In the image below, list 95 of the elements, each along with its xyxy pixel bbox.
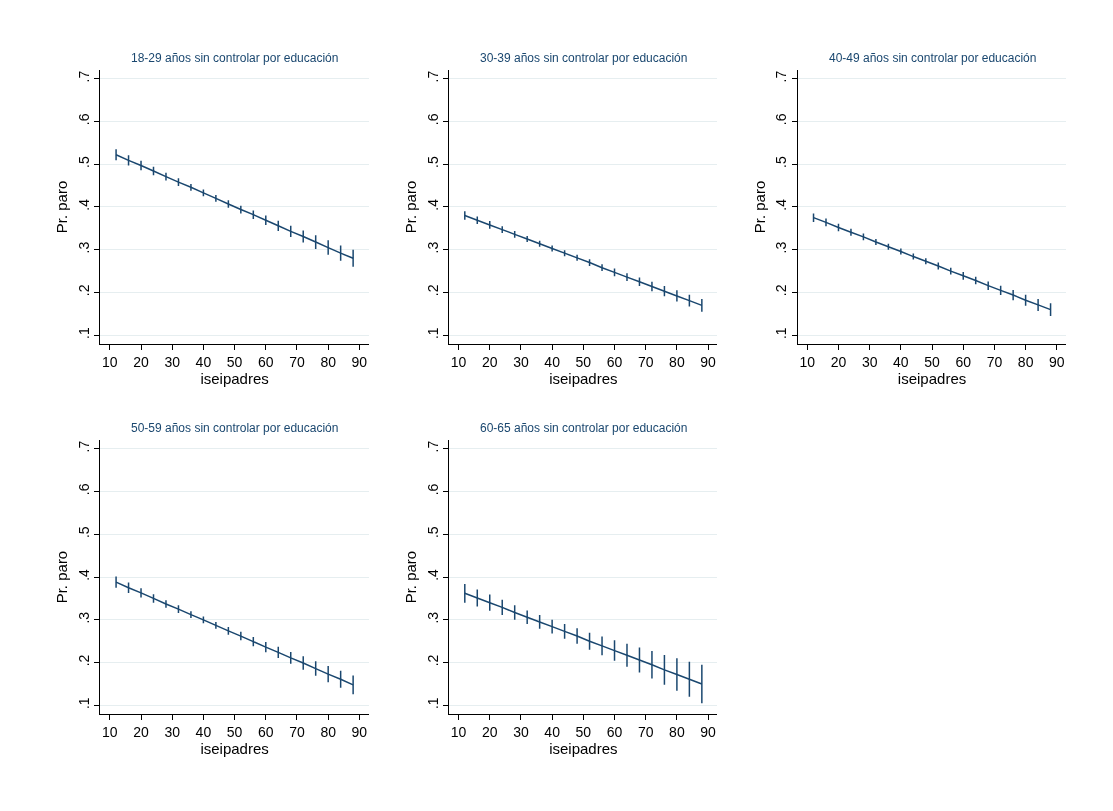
chart-title: 30-39 años sin controlar por educación [480, 51, 688, 65]
y-tick-label: .1 [773, 327, 790, 340]
y-tick-label: .5 [75, 156, 92, 168]
y-axis-title: Pr. paro [53, 180, 71, 234]
y-tick-label: .3 [75, 241, 92, 254]
y-tick-label: .6 [773, 113, 790, 126]
y-tick-label: .5 [75, 526, 92, 539]
y-tick-label: .7 [75, 70, 92, 83]
y-tick-label: .3 [75, 611, 92, 624]
y-tick-label: .4 [424, 568, 441, 581]
x-tick-label: 80 [1017, 353, 1034, 370]
y-tick-label: .3 [424, 611, 441, 624]
y-tick-label: .2 [75, 284, 92, 297]
x-tick-label: 90 [700, 353, 717, 370]
x-tick-label: 70 [986, 353, 1003, 370]
x-tick-label: 80 [669, 723, 685, 740]
x-axis-title: iseipadres [897, 369, 967, 387]
y-axis-title: Pr. paro [401, 180, 419, 234]
x-tick-label: 50 [226, 353, 243, 370]
x-tick-label: 40 [893, 353, 909, 370]
x-tick-label: 10 [102, 723, 118, 740]
x-tick-label: 70 [289, 723, 305, 740]
y-tick-label: .5 [424, 156, 441, 168]
y-tick-label: .5 [424, 526, 441, 539]
y-tick-label: .7 [424, 440, 441, 453]
x-tick-label: 20 [133, 723, 150, 740]
x-tick-label: 70 [637, 723, 654, 740]
x-tick-label: 60 [955, 353, 972, 370]
y-tick-label: .7 [773, 70, 790, 83]
x-tick-label: 50 [226, 723, 243, 740]
y-tick-label: .2 [75, 654, 92, 667]
x-tick-label: 20 [830, 353, 847, 370]
x-tick-label: 40 [544, 353, 561, 370]
y-tick-label: .6 [75, 113, 92, 126]
x-tick-label: 40 [195, 353, 212, 370]
x-tick-label: 90 [700, 723, 717, 740]
x-tick-label: 40 [195, 723, 212, 740]
x-tick-label: 20 [481, 353, 498, 370]
y-tick-label: .7 [424, 70, 441, 83]
x-tick-label: 10 [450, 723, 467, 740]
y-tick-label: .4 [424, 198, 441, 211]
x-axis-title: iseipadres [549, 369, 618, 387]
x-tick-label: 60 [606, 353, 623, 370]
x-tick-label: 10 [799, 353, 816, 370]
x-tick-label: 10 [102, 353, 118, 370]
chart-title: 60-65 años sin controlar por educación [480, 421, 688, 435]
x-tick-label: 60 [258, 723, 274, 740]
x-tick-label: 10 [450, 353, 467, 370]
y-tick-label: .4 [75, 568, 92, 581]
y-tick-label: .6 [424, 113, 441, 126]
x-axis-title: iseipadres [549, 739, 618, 757]
y-tick-label: .2 [424, 284, 441, 297]
y-tick-label: .2 [424, 654, 441, 667]
x-tick-label: 90 [351, 353, 368, 370]
x-tick-label: 30 [861, 353, 878, 370]
x-tick-label: 70 [289, 353, 305, 370]
y-tick-label: .4 [773, 198, 790, 211]
x-tick-label: 30 [513, 723, 529, 740]
y-tick-label: .3 [424, 241, 441, 254]
x-tick-label: 90 [351, 723, 368, 740]
x-tick-label: 30 [164, 353, 181, 370]
y-axis-title: Pr. paro [401, 550, 419, 604]
x-tick-label: 80 [669, 353, 685, 370]
x-tick-label: 60 [258, 353, 274, 370]
y-tick-label: .3 [773, 241, 790, 254]
y-tick-label: .1 [424, 697, 441, 710]
chart-title: 18-29 años sin controlar por educación [131, 51, 339, 65]
x-tick-label: 20 [133, 353, 150, 370]
x-tick-label: 80 [320, 723, 337, 740]
x-tick-label: 50 [575, 353, 592, 370]
y-tick-label: .6 [75, 483, 92, 496]
chart-title: 50-59 años sin controlar por educación [131, 421, 339, 435]
x-axis-title: iseipadres [200, 739, 269, 757]
x-tick-label: 70 [637, 353, 654, 370]
y-tick-label: .5 [773, 156, 790, 168]
y-tick-label: .4 [75, 198, 92, 211]
x-tick-label: 30 [513, 353, 529, 370]
x-tick-label: 90 [1049, 353, 1065, 370]
x-tick-label: 30 [164, 723, 181, 740]
x-tick-label: 50 [575, 723, 592, 740]
x-tick-label: 60 [606, 723, 623, 740]
x-tick-label: 20 [481, 723, 498, 740]
y-tick-label: .1 [424, 327, 441, 340]
y-tick-label: .6 [424, 483, 441, 496]
y-tick-label: .7 [75, 440, 92, 453]
x-tick-label: 80 [320, 353, 337, 370]
x-tick-label: 40 [544, 723, 561, 740]
y-tick-label: .1 [75, 697, 92, 710]
chart-title: 40-49 años sin controlar por educación [829, 51, 1037, 65]
x-axis-title: iseipadres [200, 369, 269, 387]
y-tick-label: .2 [773, 284, 790, 297]
x-tick-label: 50 [924, 353, 941, 370]
y-axis-title: Pr. paro [53, 550, 71, 604]
y-axis-title: Pr. paro [750, 180, 768, 234]
y-tick-label: .1 [75, 327, 92, 340]
